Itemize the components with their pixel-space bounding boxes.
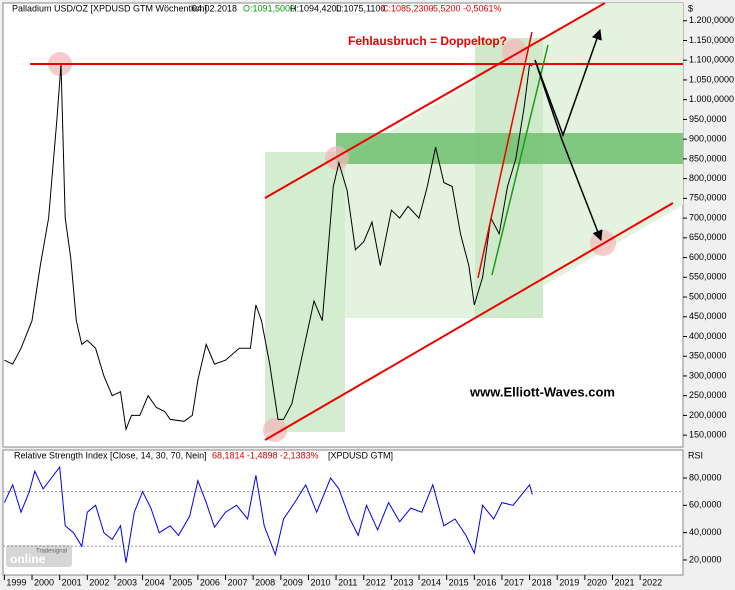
x-tick-label: 2014 [421,577,441,587]
x-tick-label: 2012 [366,577,386,587]
y-tick-label: 450,0000 [689,311,727,321]
x-tick-label: 2004 [145,577,165,587]
logo: online [10,552,46,566]
annotation: www.Elliott-Waves.com [469,384,615,399]
y-tick-label: 60,0000 [689,500,722,510]
x-tick-label: 2015 [449,577,469,587]
x-tick-label: 2000 [34,577,54,587]
scenario-arrow [534,59,603,241]
channel-upper [264,2,606,199]
x-tick-label: 2005 [172,577,192,587]
y-tick-label: 1.000,0000 [689,94,734,104]
source: [XPDUSD GTM] [328,450,393,460]
scenario-arrow [534,29,602,138]
date: 04.02.2018 [192,3,237,13]
quote: H:1094,4200 [290,3,342,13]
rise-zone [475,38,543,318]
logo-box [6,545,72,567]
y-tick-label: 900,0000 [689,134,727,144]
y-tick-label: 1.050,0000 [689,74,734,84]
x-tick-label: 1999 [6,577,26,587]
price-line [3,465,533,563]
quote: O:1091,5000 [243,3,295,13]
y-tick-label: 20,0000 [689,554,722,564]
channel-lower [264,202,674,441]
rise-zone [265,152,345,432]
chart-title: Relative Strength Index [Close, 14, 30, … [14,450,207,460]
annotation: Fehlausbruch = Doppeltop? [348,34,507,48]
y-tick-label: 650,0000 [689,232,727,242]
y-tick-label: 800,0000 [689,173,727,183]
chart-title: Palladium USD/OZ [XPDUSD GTM Wöchentlich… [12,3,207,13]
overlay-lines [30,2,683,441]
x-tick-label: 2022 [642,577,662,587]
y-tick-label: 950,0000 [689,114,727,124]
logo: Tradesignal [36,549,67,555]
rsi-panel [2,449,684,576]
y-tick-label: 250,0000 [689,390,727,400]
x-tick-label: 2019 [559,577,579,587]
axis-unit: $ [688,3,693,13]
x-tick-label: 2021 [615,577,635,587]
x-tick-label: 2006 [200,577,220,587]
x-tick-label: 2001 [62,577,82,587]
y-tick-label: 200,0000 [689,410,727,420]
trend-line [491,44,549,276]
resistance-band [336,133,683,164]
x-tick-label: 2020 [587,577,607,587]
y-tick-label: 300,0000 [689,370,727,380]
x-tick-label: 2003 [117,577,137,587]
y-tick-label: 400,0000 [689,331,727,341]
quote: C:1085,2300 [382,3,434,13]
y-tick-label: 80,0000 [689,472,722,482]
x-tick-label: 2018 [532,577,552,587]
marker-circle [325,146,349,170]
y-tick-label: 1.150,0000 [689,35,734,45]
x-tick-label: 2017 [504,577,524,587]
price-line [4,63,533,432]
marker-circle [263,418,287,442]
quote: L:1075,1100 [336,3,385,13]
x-tick-label: 2002 [89,577,109,587]
x-tick-label: 2016 [476,577,496,587]
axis-unit: RSI [688,450,703,460]
trend-line [477,31,533,279]
y-tick-label: 750,0000 [689,193,727,203]
y-tick-label: 40,0000 [689,527,722,537]
readout: 68,1814 -1,4898 -2,1383% [212,450,319,460]
y-tick-label: 1.100,0000 [689,55,734,65]
x-tick-label: 2009 [283,577,303,587]
quote: -5,5200 -0,5061% [430,3,502,13]
y-tick-label: 500,0000 [689,291,727,301]
price-layer [4,63,533,432]
y-tick-label: 850,0000 [689,153,727,163]
y-tick-label: 600,0000 [689,252,727,262]
x-tick-label: 2010 [310,577,330,587]
y-tick-label: 150,0000 [689,430,727,440]
x-tick-label: 2013 [393,577,413,587]
x-tick-label: 2008 [255,577,275,587]
y-tick-label: 1.200,0000 [689,15,734,25]
y-tick-label: 350,0000 [689,351,727,361]
x-tick-label: 2007 [228,577,248,587]
x-tick-label: 2011 [338,577,357,587]
y-tick-label: 700,0000 [689,212,727,222]
y-tick-label: 550,0000 [689,272,727,282]
